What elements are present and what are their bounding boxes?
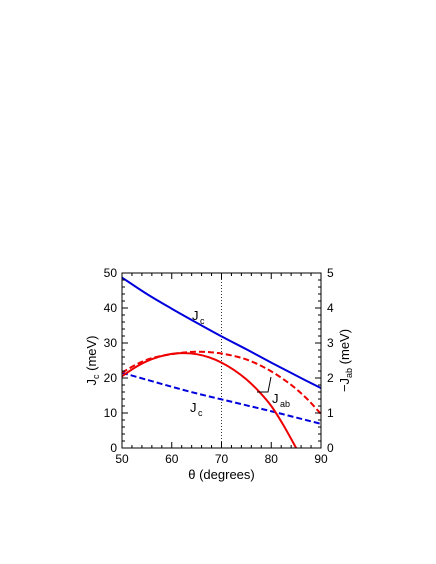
series-jab-dashed [122, 350, 321, 415]
y-right-tick-label: 0 [327, 441, 334, 455]
y-left-tick-label: 0 [110, 441, 117, 455]
annotation-main: J [190, 400, 197, 415]
y-left-tick-label: 10 [104, 406, 118, 420]
y-right-tick-label: 4 [327, 301, 334, 315]
annotation-main: J [272, 391, 279, 406]
y-left-tick-label: 20 [104, 371, 118, 385]
series-jc-dashed [122, 371, 321, 425]
x-tick-label: 70 [215, 452, 229, 466]
annotation-main: J [192, 308, 199, 323]
jab-leader-line [257, 376, 272, 393]
y-right-tick-label: 2 [327, 371, 334, 385]
y-right-tick-label: 1 [327, 406, 334, 420]
x-tick-label: 60 [165, 452, 179, 466]
annotation-sub: c [198, 408, 203, 418]
x-tick-label: 80 [265, 452, 279, 466]
ticks-layer [121, 272, 322, 449]
x-tick-label: 90 [314, 452, 328, 466]
y-left-axis-label: Jc (meV) [84, 336, 101, 386]
y-left-tick-label: 50 [104, 266, 118, 280]
x-axis-label: θ (degrees) [188, 467, 254, 482]
series-layer [122, 273, 321, 448]
y-left-tick-label: 40 [104, 301, 118, 315]
y-right-tick-label: 3 [327, 336, 334, 350]
series-jc-solid [122, 276, 321, 390]
annotation-sub: ab [280, 399, 290, 409]
y-left-tick-label: 30 [104, 336, 118, 350]
series-jab-solid [122, 352, 298, 448]
y-right-axis-label: −Jab (meV) [337, 329, 354, 392]
x-tick-label: 50 [115, 452, 129, 466]
y-right-tick-label: 5 [327, 266, 334, 280]
annotation-sub: c [200, 316, 205, 326]
